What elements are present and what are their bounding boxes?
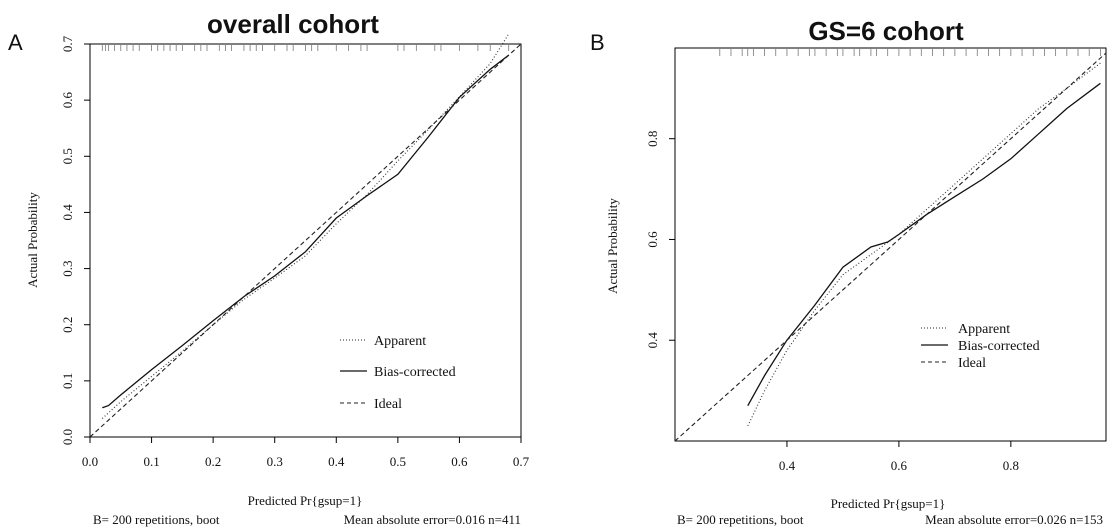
y-axis-ticks: 0.4 0.6 0.8 bbox=[645, 131, 675, 349]
y-tick-label: 0.7 bbox=[60, 35, 75, 52]
x-tick-label: 0.6 bbox=[451, 454, 468, 469]
panel-label: B bbox=[590, 30, 605, 55]
legend-label-ideal: Ideal bbox=[374, 397, 402, 412]
footer-repetitions: B= 200 repetitions, boot bbox=[677, 512, 804, 527]
x-tick-label: 0.7 bbox=[513, 454, 530, 469]
y-tick-label: 0.3 bbox=[60, 260, 75, 276]
x-tick-label: 0.6 bbox=[891, 458, 908, 473]
calibration-panel-b: B GS=6 cohort 0.4 0.6 0.8 0.4 0.6 0.8 Predic… bbox=[590, 16, 1107, 527]
x-axis-label: Predicted Pr{gsup=1} bbox=[248, 493, 363, 508]
footer-error: Mean absolute error=0.016 n=411 bbox=[344, 512, 521, 527]
calibration-panel-a: A overall cohort 0.0 0.1 0.2 0.3 0.4 0.5 0.6 0.… bbox=[8, 9, 530, 527]
x-tick-label: 0.0 bbox=[82, 454, 98, 469]
x-axis-label: Predicted Pr{gsup=1} bbox=[831, 496, 946, 511]
y-tick-label: 0.0 bbox=[60, 429, 75, 445]
footer-error: Mean absolute error=0.026 n=153 bbox=[925, 512, 1103, 527]
x-axis-ticks: 0.4 0.6 0.8 bbox=[779, 441, 1019, 473]
y-tick-label: 0.4 bbox=[60, 204, 75, 221]
series-line-ideal bbox=[89, 43, 522, 438]
x-tick-label: 0.4 bbox=[328, 454, 345, 469]
x-tick-label: 0.5 bbox=[390, 454, 406, 469]
x-tick-label: 0.4 bbox=[779, 458, 796, 473]
y-tick-label: 0.6 bbox=[645, 231, 660, 248]
chart-title: overall cohort bbox=[207, 9, 379, 39]
y-axis-label: Actual Probability bbox=[25, 192, 40, 288]
y-tick-label: 0.6 bbox=[60, 92, 75, 109]
calibration-lines bbox=[674, 52, 1107, 442]
rug-marks bbox=[719, 49, 1101, 56]
y-tick-label: 0.5 bbox=[60, 148, 75, 164]
series-line-apparent bbox=[747, 62, 1101, 427]
y-tick-label: 0.2 bbox=[60, 317, 75, 333]
legend-label-apparent: Apparent bbox=[958, 322, 1010, 337]
x-tick-label: 0.3 bbox=[267, 454, 283, 469]
x-axis-ticks: 0.0 0.1 0.2 0.3 0.4 0.5 0.6 0.7 bbox=[82, 437, 530, 469]
legend-label-bias-corrected: Bias-corrected bbox=[374, 365, 456, 380]
y-tick-label: 0.8 bbox=[645, 131, 660, 147]
calibration-lines bbox=[89, 33, 522, 438]
y-axis-ticks: 0.0 0.1 0.2 0.3 0.4 0.5 0.6 0.7 bbox=[60, 35, 90, 445]
series-line-bias-corrected bbox=[102, 54, 510, 409]
x-tick-label: 0.8 bbox=[1003, 458, 1019, 473]
x-tick-label: 0.2 bbox=[205, 454, 221, 469]
series-line-ideal bbox=[674, 52, 1107, 442]
legend-label-ideal: Ideal bbox=[958, 356, 986, 371]
panel-label: A bbox=[8, 30, 23, 55]
plot-frame bbox=[674, 47, 1107, 442]
y-axis-label: Actual Probability bbox=[605, 198, 620, 294]
y-tick-label: 0.4 bbox=[645, 332, 660, 349]
footer-repetitions: B= 200 repetitions, boot bbox=[93, 512, 220, 527]
legend: Apparent Bias-corrected Ideal bbox=[921, 322, 1040, 371]
legend-label-apparent: Apparent bbox=[374, 334, 426, 349]
rug-marks bbox=[101, 45, 510, 51]
legend-label-bias-corrected: Bias-corrected bbox=[958, 339, 1040, 354]
chart-title: GS=6 cohort bbox=[808, 16, 964, 46]
series-line-bias-corrected bbox=[747, 82, 1101, 407]
legend: Apparent Bias-corrected Ideal bbox=[340, 334, 456, 412]
plot-frame bbox=[89, 43, 522, 438]
x-tick-label: 0.1 bbox=[143, 454, 159, 469]
y-tick-label: 0.1 bbox=[60, 373, 75, 389]
